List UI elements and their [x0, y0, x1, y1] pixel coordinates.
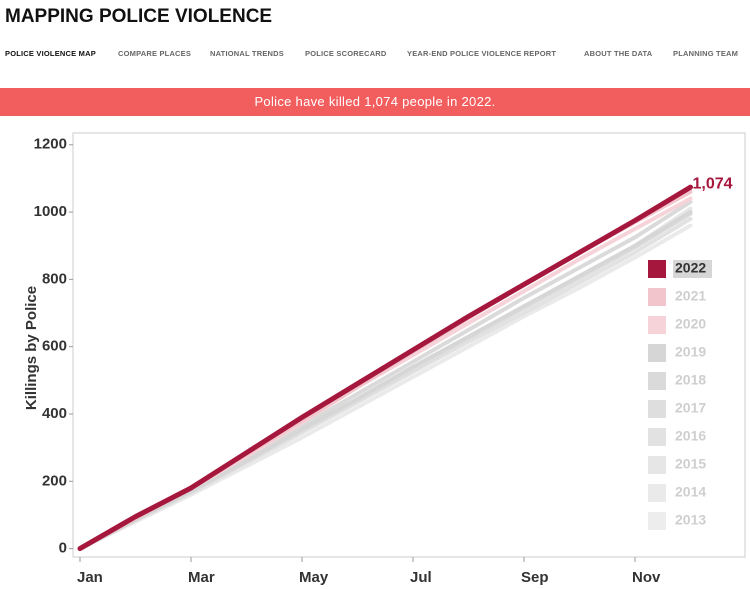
value-label: 1,074	[693, 175, 733, 192]
legend-swatch	[648, 512, 666, 530]
x-tick-label: Jul	[410, 569, 432, 586]
plot-area	[72, 132, 746, 558]
series-line	[77, 184, 693, 552]
legend-label: 2020	[675, 316, 706, 332]
legend-label: 2018	[675, 372, 706, 388]
legend-swatch	[648, 372, 666, 390]
y-tick-label: 600	[42, 338, 67, 355]
x-tick-label: Jan	[77, 569, 103, 586]
legend-swatch	[648, 260, 666, 278]
site-title[interactable]: MAPPING POLICE VIOLENCE	[5, 6, 273, 27]
legend-label: 2016	[675, 428, 706, 444]
y-tick-label: 0	[59, 540, 67, 557]
legend-label: 2021	[675, 288, 706, 304]
legend-swatch	[648, 400, 666, 418]
legend-swatch	[648, 456, 666, 474]
y-tick-label: 1200	[34, 136, 67, 153]
x-tick-label: May	[299, 569, 329, 586]
legend-highlight	[673, 260, 712, 278]
x-tick-label: Mar	[188, 569, 215, 586]
legend-label: 2017	[675, 400, 706, 416]
chart: Killings by Police 0 200 400 600 800 1000 1200…	[23, 132, 746, 586]
y-tick-label: 800	[42, 270, 67, 287]
nav-bar: POLICE VIOLENCE MAP COMPARE PLACES NATIONA…	[0, 49, 750, 63]
nav-link[interactable]: YEAR-END POLICE VIOLENCE REPORT	[407, 49, 557, 58]
banner: Police have killed 1,074 people in 2022.	[0, 88, 750, 116]
y-tick-label: 1000	[34, 203, 67, 220]
nav-link[interactable]: POLICE VIOLENCE MAP	[5, 49, 96, 58]
legend-label: 2014	[675, 484, 706, 500]
legend-swatch	[648, 316, 666, 334]
series-line	[78, 210, 693, 551]
legend-swatch	[648, 344, 666, 362]
nav-link[interactable]: ABOUT THE DATA	[584, 49, 653, 58]
x-tick-label: Sep	[521, 569, 549, 586]
legend-swatch	[648, 288, 666, 306]
legend-swatch	[648, 484, 666, 502]
legend-swatch	[648, 428, 666, 446]
legend-label: 2015	[675, 456, 706, 472]
legend-label: 2022	[675, 260, 706, 276]
x-tick-label: Nov	[632, 569, 661, 586]
nav-link[interactable]: POLICE SCORECARD	[305, 49, 387, 58]
legend-label: 2013	[675, 512, 706, 528]
y-tick-label: 400	[42, 405, 67, 422]
nav-link[interactable]: PLANNING TEAM	[673, 49, 739, 58]
nav-link[interactable]: NATIONAL TRENDS	[210, 49, 284, 58]
nav-link[interactable]: COMPARE PLACES	[118, 49, 192, 58]
y-tick-label: 200	[42, 472, 67, 489]
legend-label: 2019	[675, 344, 706, 360]
y-axis-label: Killings by Police	[23, 286, 40, 410]
